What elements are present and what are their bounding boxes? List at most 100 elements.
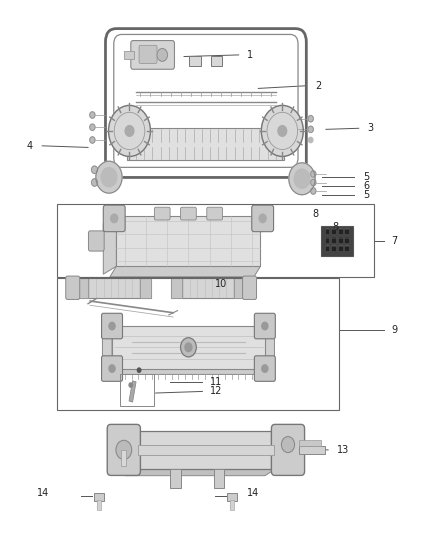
Bar bbox=[345, 229, 349, 234]
Circle shape bbox=[282, 437, 294, 453]
Bar bbox=[332, 229, 336, 234]
Bar bbox=[112, 326, 265, 368]
Bar bbox=[189, 56, 201, 66]
Polygon shape bbox=[102, 326, 112, 374]
Bar bbox=[211, 56, 223, 66]
FancyBboxPatch shape bbox=[102, 356, 123, 381]
Bar bbox=[332, 237, 336, 243]
Polygon shape bbox=[110, 266, 261, 277]
Text: 8: 8 bbox=[313, 209, 319, 219]
Text: 13: 13 bbox=[337, 445, 349, 455]
Bar bbox=[234, 277, 245, 298]
Text: 9: 9 bbox=[392, 325, 398, 335]
FancyBboxPatch shape bbox=[180, 207, 196, 220]
Circle shape bbox=[308, 116, 313, 122]
Bar bbox=[339, 237, 343, 243]
Bar bbox=[136, 431, 276, 469]
FancyBboxPatch shape bbox=[88, 231, 104, 251]
Bar bbox=[77, 277, 151, 298]
Circle shape bbox=[90, 137, 95, 143]
Bar bbox=[299, 446, 325, 454]
Text: 5: 5 bbox=[363, 172, 369, 182]
Text: 4: 4 bbox=[27, 141, 33, 151]
Bar bbox=[117, 216, 261, 266]
Bar bbox=[230, 500, 234, 510]
Bar bbox=[77, 277, 88, 298]
Circle shape bbox=[278, 126, 287, 136]
Bar bbox=[345, 237, 349, 243]
Bar bbox=[325, 246, 329, 251]
Polygon shape bbox=[125, 469, 276, 475]
Circle shape bbox=[185, 343, 192, 352]
Text: 14: 14 bbox=[36, 489, 49, 498]
Bar bbox=[120, 374, 153, 406]
Circle shape bbox=[180, 338, 196, 357]
Bar bbox=[97, 500, 101, 510]
Circle shape bbox=[308, 138, 313, 143]
Polygon shape bbox=[129, 381, 136, 402]
Bar bbox=[138, 445, 274, 455]
Circle shape bbox=[129, 383, 133, 387]
Text: 11: 11 bbox=[210, 377, 223, 387]
FancyBboxPatch shape bbox=[102, 313, 123, 339]
Bar bbox=[339, 229, 343, 234]
Text: 5: 5 bbox=[363, 190, 369, 200]
Text: 10: 10 bbox=[215, 279, 227, 288]
FancyBboxPatch shape bbox=[252, 205, 274, 232]
Bar bbox=[325, 237, 329, 243]
Circle shape bbox=[294, 169, 310, 188]
Polygon shape bbox=[102, 368, 275, 374]
Circle shape bbox=[109, 106, 150, 157]
Circle shape bbox=[92, 179, 98, 186]
Circle shape bbox=[311, 188, 316, 194]
Circle shape bbox=[111, 214, 118, 223]
Bar bbox=[171, 277, 182, 298]
Circle shape bbox=[157, 49, 167, 61]
Text: 2: 2 bbox=[315, 81, 321, 91]
Polygon shape bbox=[103, 216, 117, 274]
Text: 1: 1 bbox=[247, 50, 254, 60]
Bar bbox=[339, 246, 343, 251]
Circle shape bbox=[289, 163, 315, 195]
Circle shape bbox=[311, 171, 316, 177]
FancyBboxPatch shape bbox=[272, 424, 304, 475]
Bar bbox=[170, 469, 180, 488]
Circle shape bbox=[262, 365, 268, 372]
FancyBboxPatch shape bbox=[66, 276, 80, 300]
Circle shape bbox=[259, 214, 266, 223]
Circle shape bbox=[109, 365, 115, 372]
Circle shape bbox=[308, 126, 313, 133]
FancyBboxPatch shape bbox=[94, 493, 104, 502]
FancyBboxPatch shape bbox=[254, 313, 276, 339]
Bar bbox=[57, 204, 374, 277]
FancyBboxPatch shape bbox=[103, 205, 125, 232]
Text: 12: 12 bbox=[210, 386, 223, 397]
FancyBboxPatch shape bbox=[227, 493, 237, 502]
Circle shape bbox=[109, 322, 115, 330]
Bar bbox=[57, 278, 339, 410]
Text: 8: 8 bbox=[332, 222, 339, 232]
Bar bbox=[299, 440, 321, 446]
Bar bbox=[345, 246, 349, 251]
Bar bbox=[141, 277, 151, 298]
Circle shape bbox=[261, 106, 303, 157]
Bar bbox=[171, 277, 245, 298]
Circle shape bbox=[116, 440, 132, 459]
Bar bbox=[321, 225, 353, 256]
FancyBboxPatch shape bbox=[243, 276, 257, 300]
Circle shape bbox=[90, 124, 95, 131]
Bar bbox=[127, 128, 285, 160]
Circle shape bbox=[138, 368, 141, 372]
Text: 3: 3 bbox=[367, 123, 374, 133]
Circle shape bbox=[311, 179, 316, 185]
Polygon shape bbox=[125, 431, 136, 475]
Polygon shape bbox=[265, 326, 275, 374]
FancyBboxPatch shape bbox=[207, 207, 223, 220]
Bar bbox=[121, 450, 127, 466]
Circle shape bbox=[101, 167, 117, 187]
FancyBboxPatch shape bbox=[107, 424, 141, 475]
Circle shape bbox=[92, 166, 98, 173]
Circle shape bbox=[90, 112, 95, 118]
Circle shape bbox=[262, 322, 268, 330]
Bar bbox=[325, 229, 329, 234]
